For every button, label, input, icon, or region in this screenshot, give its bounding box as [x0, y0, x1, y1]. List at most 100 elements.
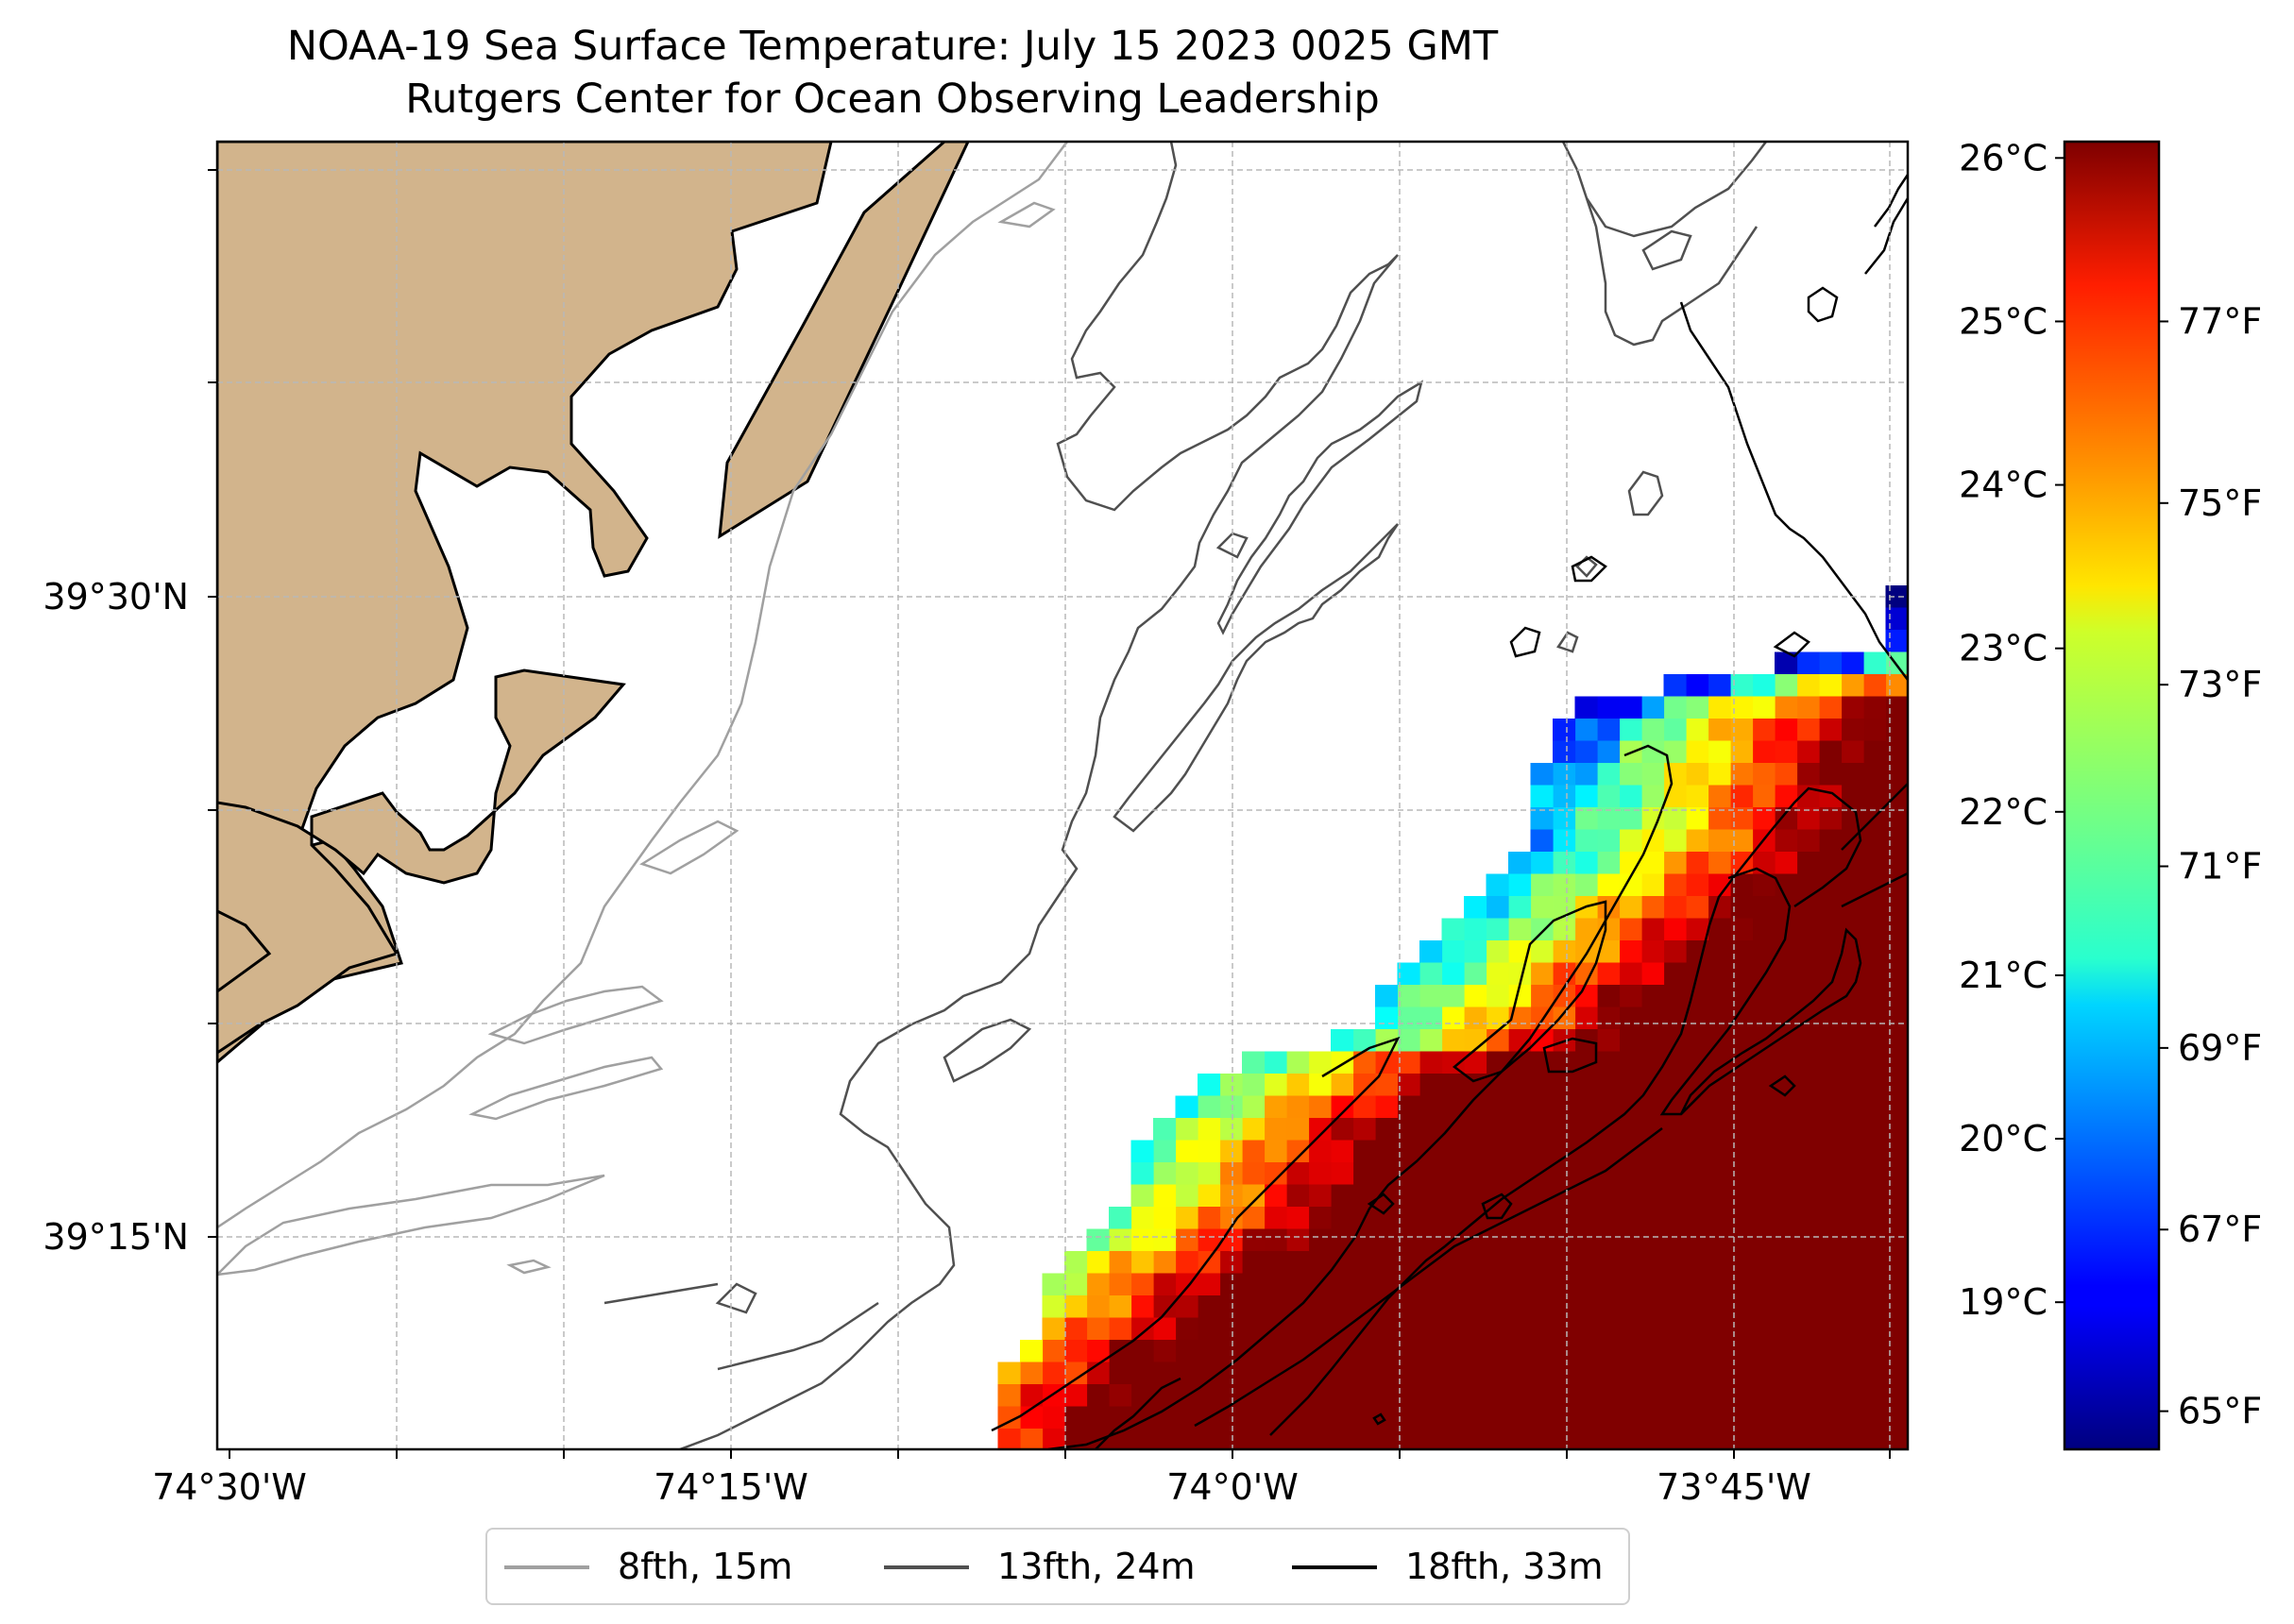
- y-tick-label: 39°15'N: [42, 1216, 189, 1258]
- sst-cell: [1242, 1118, 1266, 1142]
- sst-cell: [1863, 962, 1887, 986]
- sst-cell: [1331, 1162, 1354, 1186]
- sst-cell: [1686, 807, 1709, 831]
- sst-cell: [1841, 696, 1864, 719]
- sst-cell: [1175, 1340, 1198, 1363]
- sst-cell: [1574, 807, 1598, 831]
- sst-cell: [1419, 1051, 1443, 1074]
- colorbar-celsius-ticks: 26°C 25°C 24°C 23°C 22°C 21°C 20°C 19°C: [1959, 137, 2065, 1323]
- sst-cell: [1796, 1162, 1820, 1186]
- sst-cell: [1841, 763, 1864, 787]
- sst-cell: [1663, 1184, 1687, 1208]
- sst-cell: [1020, 1362, 1044, 1385]
- sst-cell: [1286, 1207, 1310, 1230]
- sst-cell: [1264, 1228, 1287, 1252]
- sst-cell: [1686, 1162, 1709, 1186]
- isobath-13fth: [603, 142, 1767, 1449]
- sst-cell: [1686, 1029, 1709, 1053]
- sst-cell: [1441, 1074, 1465, 1097]
- sst-cell: [1574, 1007, 1598, 1030]
- sst-cell: [1219, 1251, 1243, 1275]
- sst-cell: [1663, 1251, 1687, 1275]
- sst-cell: [1109, 1228, 1132, 1252]
- sst-cell: [1086, 1251, 1110, 1275]
- sst-cell: [1597, 785, 1621, 808]
- sst-cell: [1796, 1184, 1820, 1208]
- sst-cell: [1419, 985, 1443, 1008]
- sst-cell: [1419, 1007, 1443, 1030]
- sst-cell: [1796, 1095, 1820, 1119]
- sst-cell: [1641, 1406, 1665, 1429]
- sst-cell: [1331, 1429, 1354, 1449]
- sst-cell: [1397, 1029, 1420, 1053]
- sst-cell: [1819, 829, 1843, 853]
- sst-cell: [1841, 674, 1864, 698]
- sst-cell: [1242, 1051, 1266, 1074]
- sst-cell: [1530, 962, 1554, 986]
- sst-cell: [1686, 785, 1709, 808]
- sst-cell: [1885, 1029, 1908, 1053]
- sst-cell: [1286, 1095, 1310, 1119]
- sst-cell: [1663, 1340, 1687, 1363]
- sst-cell: [1109, 1362, 1132, 1385]
- sst-cell: [1464, 1317, 1487, 1341]
- colorbar-fahrenheit-label: 69°F: [2178, 1027, 2262, 1069]
- sst-cell: [1819, 896, 1843, 920]
- sst-cell: [1752, 1362, 1776, 1385]
- sst-cell: [1441, 940, 1465, 964]
- sst-cell: [1663, 1273, 1687, 1296]
- sst-cell: [1597, 1184, 1621, 1208]
- sst-cell: [1841, 1273, 1864, 1296]
- sst-cell: [1553, 1051, 1576, 1074]
- sst-cell: [1708, 829, 1731, 853]
- sst-cell: [1708, 1406, 1731, 1429]
- sst-cell: [1508, 1384, 1532, 1408]
- sst-cell: [1153, 1184, 1177, 1208]
- sst-cell: [1242, 1184, 1266, 1208]
- sst-cell: [1863, 852, 1887, 875]
- sst-cell: [1641, 1251, 1665, 1275]
- sst-cell: [1663, 1406, 1687, 1429]
- sst-cell: [1441, 1207, 1465, 1230]
- isobath-13fth-south-b: [717, 1301, 879, 1371]
- sst-cell: [1553, 1095, 1576, 1119]
- sst-cell: [1841, 1029, 1864, 1053]
- sst-cell: [1242, 1295, 1266, 1319]
- sst-cell: [1819, 785, 1843, 808]
- sst-cell: [1352, 1074, 1376, 1097]
- sst-cell: [1796, 918, 1820, 941]
- sst-cell: [1641, 1095, 1665, 1119]
- sst-cell: [1775, 1184, 1798, 1208]
- map-subtitle: Rutgers Center for Ocean Observing Leade…: [405, 76, 1380, 123]
- sst-cell: [1863, 1340, 1887, 1363]
- sst-cell: [1530, 1317, 1554, 1341]
- sst-cell: [1641, 1317, 1665, 1341]
- sst-cell: [1841, 1340, 1864, 1363]
- sst-cell: [1086, 1273, 1110, 1296]
- sst-cell: [1441, 918, 1465, 941]
- sst-cell: [1708, 896, 1731, 920]
- sst-cell: [1752, 1162, 1776, 1186]
- x-tick-label: 73°45'W: [1657, 1466, 1811, 1508]
- sst-cell: [1863, 785, 1887, 808]
- sst-cell: [1464, 1251, 1487, 1275]
- sst-cell: [1130, 1140, 1154, 1163]
- sst-cell: [1574, 873, 1598, 897]
- sst-cell: [1553, 740, 1576, 764]
- sst-cell: [1796, 1295, 1820, 1319]
- map-title: NOAA-19 Sea Surface Temperature: July 15…: [286, 23, 1499, 70]
- sst-cell: [1863, 1051, 1887, 1074]
- sst-cell: [1686, 918, 1709, 941]
- sst-cell: [997, 1429, 1021, 1449]
- sst-cell: [1130, 1317, 1154, 1341]
- land-barrier-island: [217, 668, 626, 1055]
- sst-cell: [1130, 1429, 1154, 1449]
- isobath-13fth-south: [603, 1282, 719, 1305]
- land-mainland: [217, 142, 833, 1064]
- isobath-8fth-shoal-5: [506, 1259, 552, 1275]
- sst-cell: [1286, 1273, 1310, 1296]
- sst-cell: [1486, 962, 1509, 986]
- sst-cell: [1553, 940, 1576, 964]
- sst-cell: [1198, 1207, 1221, 1230]
- sst-cell: [1775, 985, 1798, 1008]
